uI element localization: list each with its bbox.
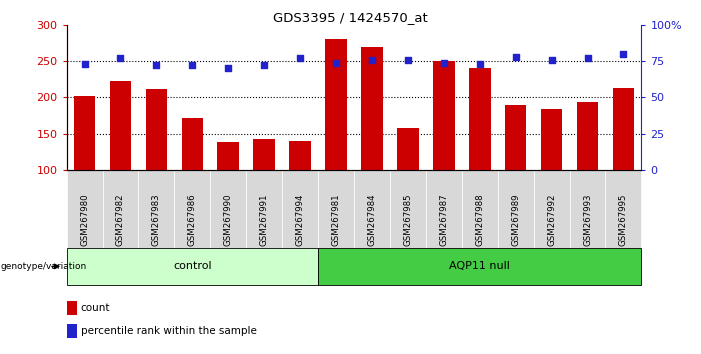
Bar (397, 128, 418, 170)
Text: GSM267980: GSM267980 (80, 193, 89, 246)
Bar (254, 139, 275, 170)
Bar (577, 102, 599, 170)
Point (223, 65, 234, 71)
Text: GSM267991: GSM267991 (259, 194, 268, 246)
Point (367, 57, 378, 62)
Bar (361, 46, 383, 170)
Text: GSM267993: GSM267993 (583, 194, 592, 246)
Text: genotype/variation: genotype/variation (1, 262, 87, 271)
Point (115, 55, 126, 61)
Text: GSM267990: GSM267990 (224, 194, 233, 246)
Text: GSM267995: GSM267995 (619, 194, 628, 246)
Point (510, 54, 522, 59)
Point (618, 51, 629, 57)
Text: GSM267988: GSM267988 (475, 193, 484, 246)
Bar (290, 141, 311, 170)
Point (582, 55, 593, 61)
Bar (469, 68, 491, 170)
Text: GSM267981: GSM267981 (332, 193, 341, 246)
Bar (74, 96, 95, 170)
Point (402, 57, 414, 62)
Text: GSM267994: GSM267994 (296, 194, 305, 246)
Bar (146, 89, 168, 170)
Point (294, 55, 306, 61)
Bar (325, 39, 347, 170)
Point (330, 60, 341, 65)
Text: GSM267986: GSM267986 (188, 193, 197, 246)
Text: GDS3395 / 1424570_at: GDS3395 / 1424570_at (273, 11, 428, 24)
Bar (613, 88, 634, 170)
Bar (217, 142, 239, 170)
Text: GSM267985: GSM267985 (403, 193, 412, 246)
Point (186, 63, 198, 68)
Text: count: count (81, 303, 110, 313)
Text: GSM267992: GSM267992 (547, 194, 556, 246)
Point (79, 61, 90, 67)
Bar (541, 109, 562, 170)
Bar (109, 81, 131, 170)
Text: GSM267989: GSM267989 (511, 194, 520, 246)
Text: GSM267982: GSM267982 (116, 193, 125, 246)
Text: GSM267984: GSM267984 (367, 193, 376, 246)
Point (438, 60, 449, 65)
Bar (433, 61, 455, 170)
Text: AQP11 null: AQP11 null (449, 261, 510, 272)
Bar (182, 118, 203, 170)
Text: percentile rank within the sample: percentile rank within the sample (81, 326, 257, 336)
Point (259, 63, 270, 68)
Text: control: control (173, 261, 212, 272)
Text: GSM267983: GSM267983 (152, 193, 161, 246)
Point (474, 61, 485, 67)
Point (151, 63, 162, 68)
Bar (505, 105, 526, 170)
Text: GSM267987: GSM267987 (440, 193, 449, 246)
Point (546, 57, 557, 62)
